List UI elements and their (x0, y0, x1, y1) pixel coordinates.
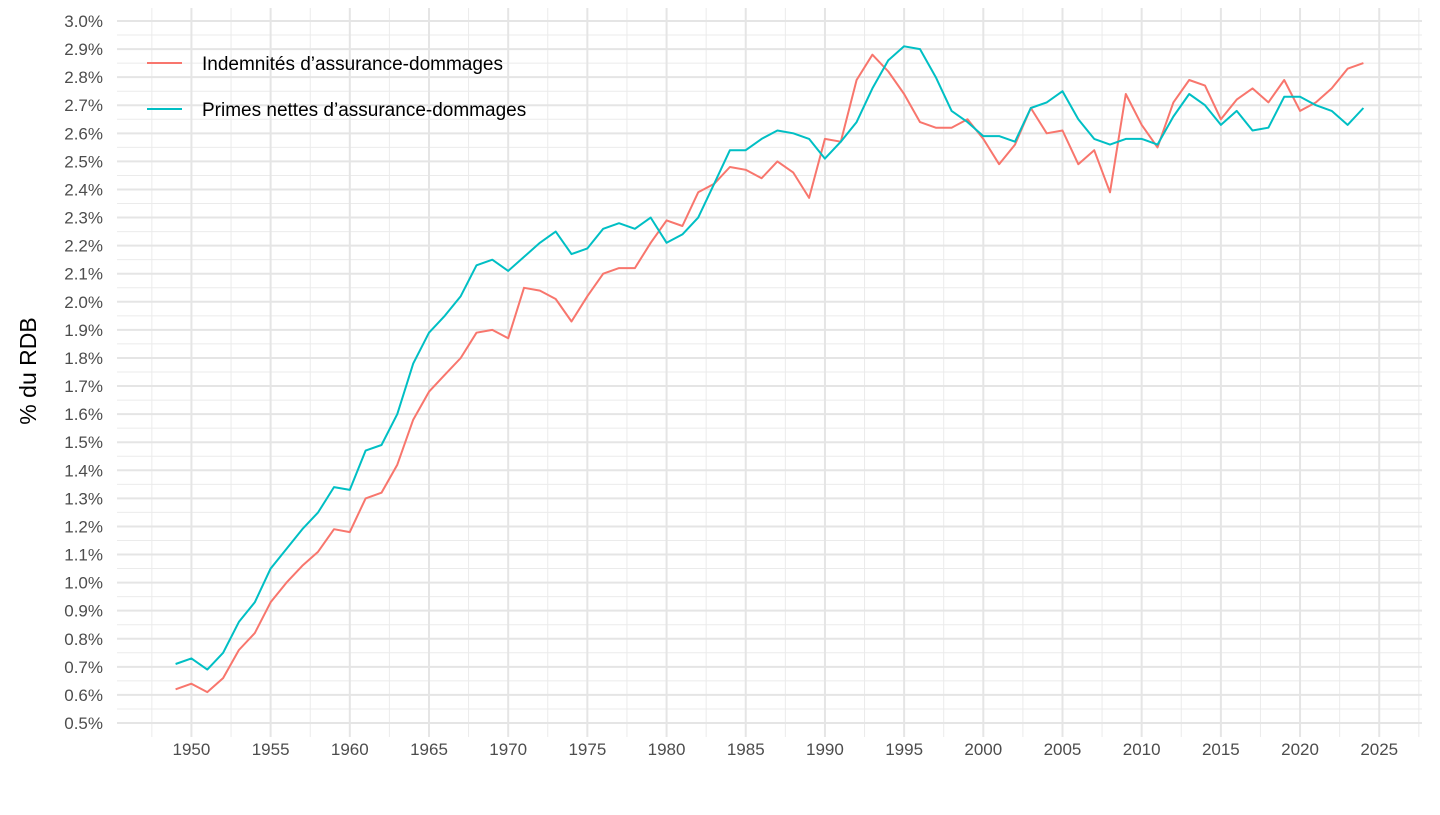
y-tick-label: 1.5% (64, 433, 103, 452)
x-tick-label: 2015 (1202, 740, 1240, 759)
y-tick-label: 2.2% (64, 237, 103, 256)
x-tick-label: 2025 (1360, 740, 1398, 759)
y-tick-label: 3.0% (64, 12, 103, 31)
x-tick-label: 1995 (885, 740, 923, 759)
y-tick-label: 0.6% (64, 686, 103, 705)
y-tick-label: 0.9% (64, 602, 103, 621)
y-tick-label: 1.7% (64, 377, 103, 396)
y-tick-label: 2.7% (64, 96, 103, 115)
series-lines (175, 45, 1365, 694)
x-tick-label: 1985 (727, 740, 765, 759)
y-tick-label: 1.6% (64, 405, 103, 424)
y-tick-label: 2.0% (64, 293, 103, 312)
legend-label-primes: Primes nettes d’assurance-dommages (202, 100, 526, 121)
y-tick-label: 2.6% (64, 124, 103, 143)
y-tick-label: 2.4% (64, 180, 103, 199)
y-tick-label: 1.0% (64, 574, 103, 593)
x-tick-label: 1960 (331, 740, 369, 759)
legend-label-indemnites: Indemnités d’assurance-dommages (202, 54, 503, 75)
series-line-indemnites (175, 53, 1364, 694)
y-tick-label: 2.3% (64, 209, 103, 228)
x-tick-label: 1970 (489, 740, 527, 759)
x-tick-label: 1990 (806, 740, 844, 759)
x-tick-label: 1975 (568, 740, 606, 759)
y-tick-label: 1.1% (64, 546, 103, 565)
x-tick-label: 1980 (648, 740, 686, 759)
y-tick-label: 0.5% (64, 714, 103, 733)
y-axis-label: % du RDB (15, 317, 41, 424)
x-tick-label: 1965 (410, 740, 448, 759)
y-tick-label: 1.3% (64, 489, 103, 508)
y-tick-label: 2.1% (64, 265, 103, 284)
y-tick-label: 2.9% (64, 40, 103, 59)
y-tick-label: 1.8% (64, 349, 103, 368)
x-tick-label: 2005 (1044, 740, 1082, 759)
y-axis-ticks: 0.5% 0.6% 0.7% 0.8% 0.9% 1.0% 1.1% 1.2% 1.3% 1.4%… (64, 12, 103, 733)
y-tick-label: 0.7% (64, 658, 103, 677)
x-tick-label: 2000 (964, 740, 1002, 759)
x-tick-label: 2010 (1123, 740, 1161, 759)
y-tick-label: 1.4% (64, 461, 103, 480)
legend: Indemnités d’assurance-dommages Primes n… (147, 54, 526, 121)
series-line-primes (175, 45, 1365, 671)
y-tick-label: 2.5% (64, 152, 103, 171)
y-tick-label: 1.9% (64, 321, 103, 340)
y-tick-label: 0.8% (64, 630, 103, 649)
x-tick-label: 1955 (252, 740, 290, 759)
x-axis-ticks: 1950 1955 1960 1965 1970 1975 1980 1985 1990 1995… (173, 740, 1399, 759)
grid (117, 8, 1422, 737)
y-tick-label: 1.2% (64, 517, 103, 536)
x-tick-label: 2020 (1281, 740, 1319, 759)
x-tick-label: 1950 (173, 740, 211, 759)
y-tick-label: 2.8% (64, 68, 103, 87)
